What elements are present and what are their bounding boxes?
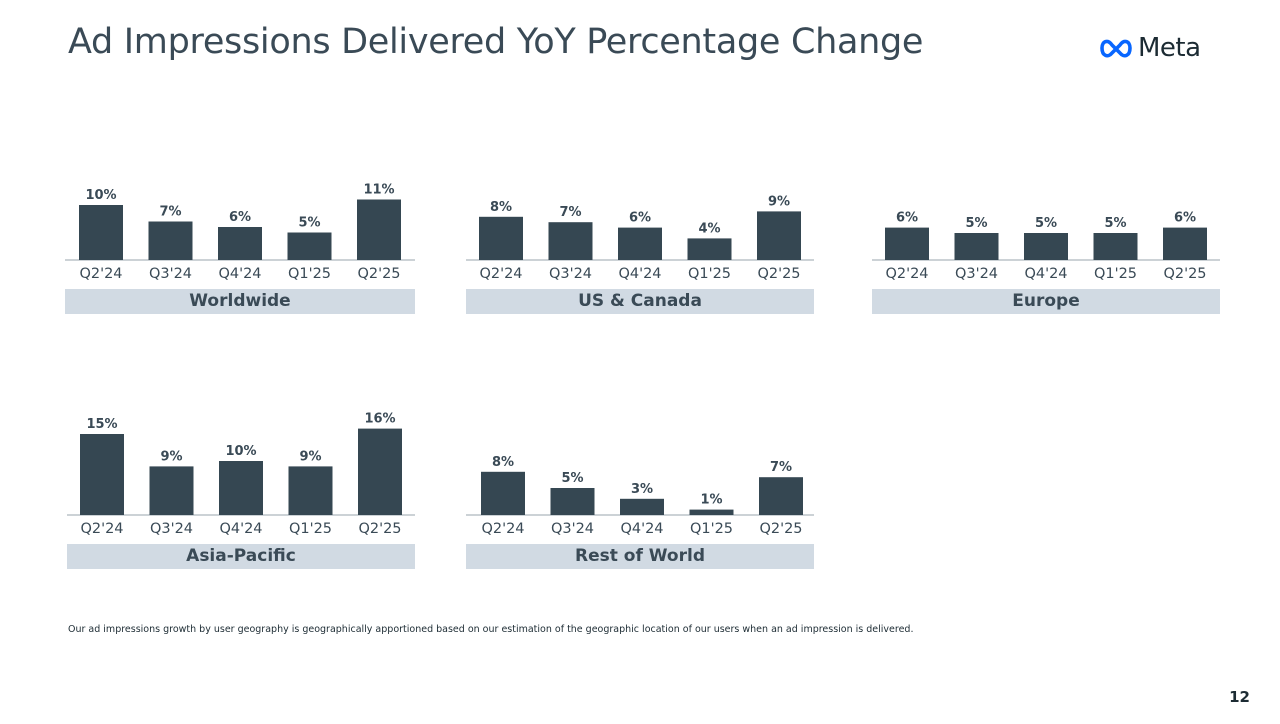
bar: [548, 222, 593, 260]
data-label: 6%: [229, 210, 251, 225]
bar-chart-europe: 6% Q2'24 5% Q3'24 5% Q4'24 5% Q1'25 6% Q2'25: [872, 211, 1220, 282]
bar: [1093, 233, 1138, 260]
category-label: Q2'24: [80, 521, 123, 537]
bar: [618, 227, 662, 260]
bar: [218, 227, 262, 260]
bar-chart-us-canada: 8% Q2'24 7% Q3'24 6% Q4'24 4% Q1'25 9% Q2'25: [466, 194, 814, 282]
category-label: Q3'24: [149, 266, 192, 282]
bar-chart-worldwide: 10% Q2'24 7% Q3'24 6% Q4'24 5% Q1'25 11% Q2'25: [65, 183, 415, 282]
category-label: Q2'24: [79, 266, 122, 282]
category-label: Q4'24: [219, 521, 262, 537]
data-label: 11%: [363, 183, 394, 198]
category-label: Q2'24: [481, 521, 524, 537]
data-label: 5%: [1035, 216, 1057, 231]
bar: [550, 488, 595, 515]
data-label: 4%: [698, 221, 720, 236]
data-label: 7%: [770, 460, 792, 475]
bar: [759, 477, 803, 515]
bar: [357, 199, 401, 260]
category-label: Q2'25: [757, 266, 800, 282]
bar: [288, 466, 333, 515]
bar: [481, 471, 525, 515]
region-label: Asia-Pacific: [67, 544, 415, 569]
data-label: 5%: [965, 216, 987, 231]
bar: [80, 434, 124, 515]
category-label: Q4'24: [1024, 266, 1067, 282]
category-label: Q1'25: [288, 266, 331, 282]
meta-logo: Meta: [1098, 30, 1201, 66]
bar: [79, 205, 123, 260]
bar: [689, 509, 734, 515]
data-label: 5%: [561, 471, 583, 486]
region-label: Worldwide: [65, 289, 415, 314]
bar-chart-rest-of-world: 8% Q2'24 5% Q3'24 3% Q4'24 1% Q1'25 7% Q2'25: [466, 455, 814, 537]
chart-panel-asia-pacific: 15% Q2'24 9% Q3'24 10% Q4'24 9% Q1'25 16% Q2'25 A…: [67, 400, 415, 570]
bar: [1024, 233, 1068, 260]
data-label: 7%: [559, 205, 581, 220]
meta-logo-text: Meta: [1138, 33, 1201, 63]
meta-infinity-icon: [1100, 39, 1132, 58]
bar: [149, 466, 194, 515]
data-label: 15%: [86, 417, 117, 432]
data-label: 6%: [896, 211, 918, 226]
data-label: 9%: [299, 449, 321, 464]
data-label: 10%: [85, 188, 116, 203]
category-label: Q4'24: [218, 266, 261, 282]
data-label: 8%: [492, 455, 514, 470]
data-label: 5%: [298, 216, 320, 231]
data-label: 9%: [160, 449, 182, 464]
data-label: 8%: [490, 200, 512, 215]
bar: [1163, 227, 1207, 260]
category-label: Q3'24: [549, 266, 592, 282]
category-label: Q1'25: [289, 521, 332, 537]
bar: [219, 461, 263, 515]
data-label: 10%: [225, 444, 256, 459]
page-number: 12: [1229, 688, 1250, 706]
bar: [620, 498, 664, 515]
category-label: Q2'25: [358, 521, 401, 537]
data-label: 3%: [631, 482, 653, 497]
chart-panel-rest-of-world: 8% Q2'24 5% Q3'24 3% Q4'24 1% Q1'25 7% Q2'25 Rest…: [466, 400, 814, 570]
bar: [757, 211, 801, 260]
category-label: Q2'25: [759, 521, 802, 537]
bar-chart-asia-pacific: 15% Q2'24 9% Q3'24 10% Q4'24 9% Q1'25 16% Q2'25: [67, 412, 415, 537]
data-label: 1%: [700, 493, 722, 508]
bar: [687, 238, 732, 260]
data-label: 6%: [629, 211, 651, 226]
data-label: 9%: [768, 194, 790, 209]
category-label: Q3'24: [955, 266, 998, 282]
chart-panel-worldwide: 10% Q2'24 7% Q3'24 6% Q4'24 5% Q1'25 11% Q2'25 Wo…: [65, 170, 415, 315]
data-label: 7%: [159, 205, 181, 220]
footnote: Our ad impressions growth by user geogra…: [68, 624, 914, 635]
bar: [479, 216, 523, 260]
bar: [885, 227, 929, 260]
category-label: Q2'24: [479, 266, 522, 282]
category-label: Q2'24: [885, 266, 928, 282]
category-label: Q4'24: [620, 521, 663, 537]
bar: [287, 232, 332, 260]
category-label: Q1'25: [1094, 266, 1137, 282]
bar: [358, 428, 402, 515]
data-label: 6%: [1174, 211, 1196, 226]
category-label: Q1'25: [688, 266, 731, 282]
region-label: Rest of World: [466, 544, 814, 569]
category-label: Q2'25: [1163, 266, 1206, 282]
page-title: Ad Impressions Delivered YoY Percentage …: [68, 22, 924, 62]
chart-panel-us-canada: 8% Q2'24 7% Q3'24 6% Q4'24 4% Q1'25 9% Q2'25 US &…: [466, 170, 814, 315]
data-label: 5%: [1104, 216, 1126, 231]
category-label: Q1'25: [690, 521, 733, 537]
chart-panel-europe: 6% Q2'24 5% Q3'24 5% Q4'24 5% Q1'25 6% Q2'25 Euro…: [872, 170, 1220, 315]
category-label: Q2'25: [357, 266, 400, 282]
data-label: 16%: [364, 412, 395, 427]
region-label: US & Canada: [466, 289, 814, 314]
bar: [954, 233, 999, 260]
bar: [148, 221, 193, 260]
category-label: Q3'24: [150, 521, 193, 537]
region-label: Europe: [872, 289, 1220, 314]
category-label: Q3'24: [551, 521, 594, 537]
category-label: Q4'24: [618, 266, 661, 282]
